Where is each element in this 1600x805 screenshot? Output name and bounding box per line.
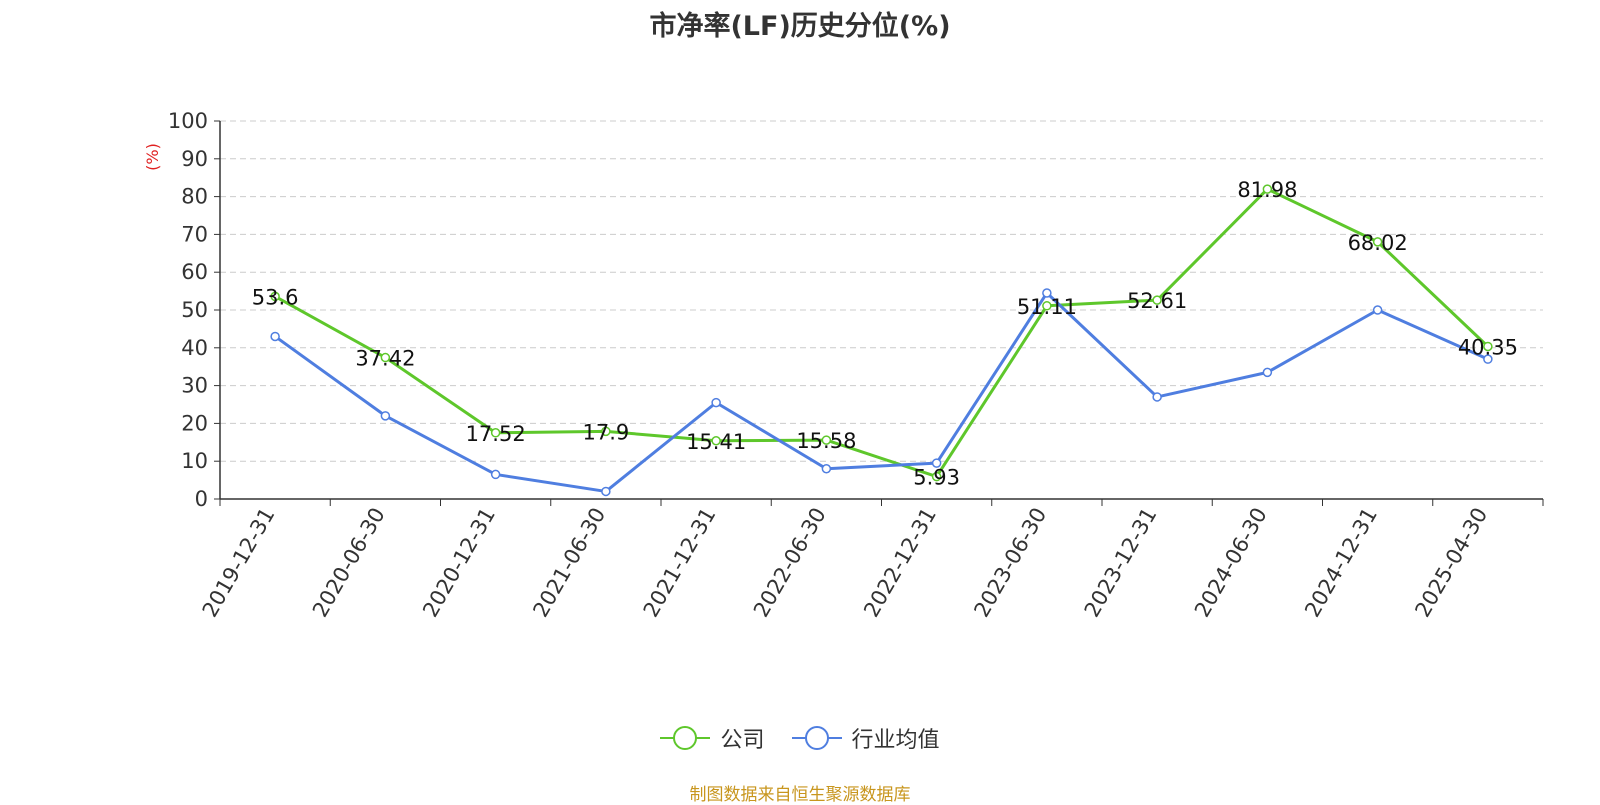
line-chart: 0 10 20 30 40 50 60 70 80 90 100 (%) 2019-12-31 2020-… (143, 109, 1544, 622)
axes: 0 10 20 30 40 50 60 70 80 90 100 (%) 2019-12-31 2020-… (143, 109, 1544, 622)
x-tick-label: 2021-06-30 (528, 504, 610, 622)
data-label: 40.35 (1458, 335, 1518, 359)
x-tick-label: 2024-06-30 (1190, 504, 1272, 622)
x-tick-label: 2020-06-30 (308, 504, 390, 622)
series-lines (274, 187, 1489, 493)
data-label: 51.11 (1017, 295, 1077, 319)
data-point (1483, 354, 1493, 364)
data-point (490, 469, 501, 480)
legend-industry-marker-icon (791, 726, 842, 750)
data-label: 5.93 (913, 466, 960, 490)
data-labels: 53.6 37.42 17.52 17.9 15.41 15.58 5.93 51.11 52.… (252, 178, 1518, 489)
data-label: 17.9 (582, 420, 629, 444)
data-point (380, 352, 391, 363)
data-point (1042, 288, 1052, 298)
series-line-industry (274, 291, 1489, 493)
y-tick-label: 90 (181, 147, 208, 171)
data-label: 17.52 (466, 422, 526, 446)
y-tick-label: 20 (181, 411, 208, 435)
x-tick-label: 2019-12-31 (198, 504, 280, 622)
legend-item-industry[interactable]: 行业均值 (791, 722, 940, 754)
y-tick-label: 0 (195, 487, 208, 511)
data-label: 15.41 (686, 430, 746, 454)
data-point (270, 291, 280, 302)
data-point (380, 411, 391, 421)
chart-title: 市净率(LF)历史分位(%) (649, 11, 951, 42)
data-label: 68.02 (1348, 231, 1408, 255)
data-point (711, 436, 721, 446)
data-label: 52.61 (1127, 289, 1187, 313)
x-tick-label: 2023-06-30 (969, 504, 1051, 622)
y-tick-label: 70 (181, 222, 208, 246)
source-note: 制图数据来自恒生聚源数据库 (689, 785, 911, 805)
legend: 公司 行业均值 (0, 722, 1600, 756)
data-label: 81.98 (1237, 178, 1297, 202)
y-tick-label: 50 (181, 298, 208, 322)
series-line-company (274, 187, 1489, 479)
data-point (931, 458, 942, 468)
y-tick-label: 40 (181, 336, 208, 360)
data-point (931, 471, 942, 482)
legend-item-company[interactable]: 公司 (660, 722, 765, 754)
data-point (1262, 184, 1273, 194)
x-tick-label: 2022-06-30 (749, 504, 831, 622)
x-tick-label: 2021-12-31 (639, 504, 721, 622)
series-points (270, 184, 1493, 497)
legend-company-label: 公司 (720, 728, 765, 753)
data-point (601, 426, 611, 437)
x-tick-label: 2023-12-31 (1080, 504, 1162, 622)
grid-lines (220, 120, 1543, 462)
data-point (1042, 301, 1052, 311)
x-tick-label: 2020-12-31 (418, 504, 500, 622)
data-label: 15.58 (796, 429, 856, 453)
y-tick-label: 60 (181, 260, 208, 284)
x-tick-label: 2024-12-31 (1300, 504, 1382, 622)
data-point (1483, 341, 1493, 352)
data-point (821, 435, 832, 445)
y-tick-label: 10 (181, 449, 208, 473)
y-tick-label: 30 (181, 374, 208, 398)
x-tick-label: 2025-04-30 (1410, 504, 1492, 622)
y-axis-label: (%) (143, 143, 162, 171)
x-tick-label: 2022-12-31 (859, 504, 941, 622)
data-point (490, 428, 501, 438)
data-point (711, 397, 721, 408)
data-point (1152, 392, 1162, 402)
legend-industry-label: 行业均值 (851, 728, 940, 753)
data-point (1262, 367, 1273, 378)
data-point (1372, 237, 1383, 247)
data-point (821, 464, 832, 474)
data-point (1372, 305, 1383, 315)
y-tick-label: 100 (168, 109, 208, 133)
data-point (601, 486, 611, 497)
data-point (1152, 295, 1162, 305)
legend-company-marker-icon (660, 726, 711, 750)
data-point (270, 331, 280, 342)
data-label: 37.42 (355, 347, 415, 371)
y-tick-label: 80 (181, 185, 208, 209)
data-label: 53.6 (252, 285, 299, 309)
